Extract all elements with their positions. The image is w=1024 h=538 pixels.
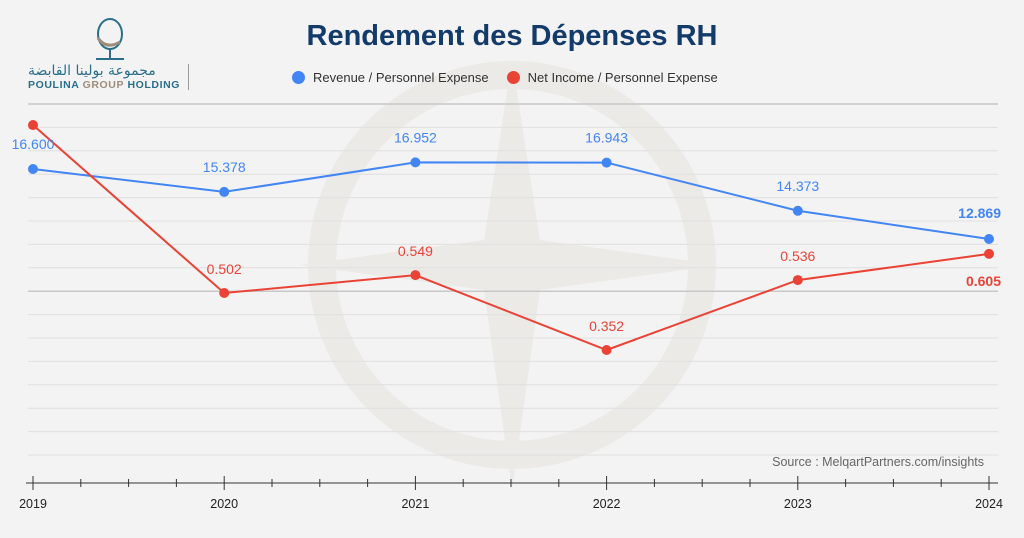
data-point[interactable] <box>410 157 421 168</box>
data-label: 0.549 <box>398 243 433 259</box>
legend: Revenue / Personnel Expense Net Income /… <box>292 70 718 85</box>
data-label: 16.952 <box>394 129 437 145</box>
logo-arabic-text: مجموعة بولينا القابضة <box>28 63 156 79</box>
logo-emblem-icon <box>96 18 124 60</box>
poulina-logo: مجموعة بولينا القابضة POULINA GROUP HOLD… <box>26 16 196 91</box>
series-line-revenue <box>32 161 990 240</box>
legend-marker-net-income <box>506 71 520 84</box>
x-tick-label: 2024 <box>975 497 1003 511</box>
source-note: Source : MelqartPartners.com/insights <box>772 455 984 469</box>
x-tick-label: 2021 <box>401 497 429 511</box>
data-label: 15.378 <box>203 159 246 175</box>
data-point[interactable] <box>601 157 612 168</box>
gridlines <box>28 103 998 456</box>
logo-divider <box>188 64 189 90</box>
x-tick-label: 2020 <box>210 497 238 511</box>
legend-marker-revenue <box>292 71 305 84</box>
data-label: 0.536 <box>780 248 815 264</box>
x-tick-label: 2019 <box>19 497 47 511</box>
chart-title: Rendement des Dépenses RH <box>306 20 718 52</box>
logo-english-text: POULINA GROUP HOLDING <box>28 79 181 91</box>
data-point[interactable] <box>28 120 38 131</box>
data-point[interactable] <box>984 248 994 259</box>
legend-label-revenue: Revenue / Personnel Expense <box>313 70 489 85</box>
legend-item-revenue[interactable]: Revenue / Personnel Expense <box>292 70 489 85</box>
legend-label-net-income: Net Income / Personnel Expense <box>527 70 718 85</box>
data-point[interactable] <box>219 288 230 298</box>
data-label: 12.869 <box>958 205 1001 221</box>
x-axis: 2019 2020 2021 2022 2023 2024 <box>19 476 1003 511</box>
x-tick-label: 2023 <box>784 497 812 511</box>
data-point[interactable] <box>219 186 230 197</box>
data-label: 0.605 <box>966 273 1001 289</box>
data-point[interactable] <box>601 345 612 355</box>
data-label: 0.502 <box>207 261 242 277</box>
series-line-net-income <box>32 124 990 352</box>
data-point[interactable] <box>410 270 421 281</box>
x-tick-label: 2022 <box>593 497 621 511</box>
legend-item-net-income[interactable]: Net Income / Personnel Expense <box>506 70 718 85</box>
data-point[interactable] <box>28 164 38 174</box>
data-point[interactable] <box>792 275 803 286</box>
data-label: 0.352 <box>589 318 624 334</box>
data-label: 16.943 <box>585 130 628 146</box>
data-point[interactable] <box>792 205 803 216</box>
compass-watermark <box>300 60 720 490</box>
data-label: 14.373 <box>776 178 819 194</box>
data-point[interactable] <box>984 233 994 244</box>
data-label: 16.600 <box>12 136 55 152</box>
